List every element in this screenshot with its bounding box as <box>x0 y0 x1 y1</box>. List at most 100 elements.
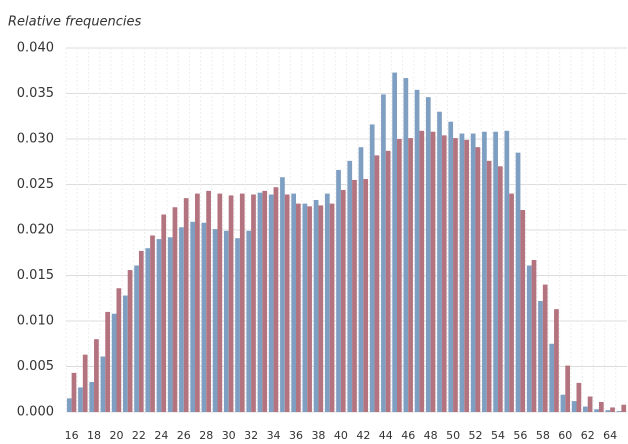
bar <box>430 131 436 412</box>
bar <box>246 230 252 412</box>
x-tick-label: 40 <box>334 429 348 442</box>
y-tick-label: 0.020 <box>17 223 54 238</box>
bar <box>138 250 144 412</box>
bar <box>369 124 375 412</box>
bar <box>385 150 391 412</box>
bar <box>257 192 263 412</box>
bar <box>167 237 173 412</box>
x-tick-label: 44 <box>379 429 393 442</box>
x-tick-label: 62 <box>581 429 595 442</box>
bar <box>594 409 599 412</box>
bar <box>280 177 285 412</box>
y-tick-label: 0.040 <box>17 41 54 56</box>
bar <box>324 193 330 412</box>
bar <box>273 187 279 412</box>
y-tick-label: 0.005 <box>17 359 54 374</box>
bar <box>127 270 133 412</box>
y-tick-label: 0.030 <box>17 132 54 147</box>
bar <box>313 199 319 412</box>
bar <box>531 260 537 412</box>
bar <box>459 133 465 413</box>
bar <box>509 193 514 412</box>
bar <box>134 265 139 412</box>
bar <box>610 407 615 412</box>
bar <box>565 365 571 412</box>
bar <box>195 193 200 412</box>
x-tick-label: 22 <box>132 429 146 442</box>
bar <box>190 221 196 412</box>
x-tick-label: 64 <box>603 429 617 442</box>
bar <box>228 195 234 412</box>
bar <box>100 356 106 412</box>
bar <box>172 207 178 412</box>
bar <box>414 89 420 413</box>
bar <box>145 248 151 412</box>
bar <box>116 288 122 412</box>
bar <box>583 406 588 412</box>
bar <box>554 309 559 412</box>
bar <box>161 214 167 412</box>
y-tick-label: 0.010 <box>17 314 54 329</box>
bar <box>497 166 503 412</box>
bar <box>486 160 492 412</box>
bar <box>179 227 184 412</box>
bar <box>352 179 357 412</box>
x-tick-label: 60 <box>558 429 572 442</box>
bar <box>268 194 274 412</box>
bar <box>605 410 611 412</box>
bar <box>437 111 442 412</box>
bar <box>425 97 431 412</box>
x-tick-label: 58 <box>536 429 550 442</box>
bar <box>464 139 470 412</box>
x-tick-label: 20 <box>109 429 123 442</box>
bar <box>201 222 207 412</box>
bar <box>66 398 72 412</box>
bar <box>235 238 240 412</box>
bar <box>576 382 582 412</box>
x-tick-label: 32 <box>244 429 258 442</box>
bar <box>347 160 353 412</box>
x-tick-label: 24 <box>154 429 168 442</box>
bar <box>78 387 83 412</box>
bar <box>251 194 256 412</box>
x-tick-label: 46 <box>401 429 415 442</box>
x-tick-label: 26 <box>177 429 191 442</box>
bar <box>526 265 532 412</box>
x-tick-label: 18 <box>87 429 101 442</box>
bar <box>183 198 189 412</box>
x-tick-label: 42 <box>356 429 370 442</box>
y-tick-label: 0.035 <box>17 86 54 101</box>
bar <box>284 194 290 412</box>
bar <box>318 205 324 412</box>
bar <box>453 138 458 412</box>
y-tick-label: 0.000 <box>17 405 54 420</box>
bar <box>403 78 409 412</box>
bar <box>111 313 117 412</box>
bar <box>482 131 487 412</box>
bar <box>262 190 268 412</box>
bar <box>504 130 510 412</box>
bar <box>493 131 498 412</box>
bar <box>448 121 454 413</box>
y-axis-label: Relative frequencies <box>8 15 142 30</box>
bar <box>105 311 110 412</box>
bar <box>302 203 308 412</box>
bar <box>441 135 447 413</box>
bar <box>475 147 481 412</box>
y-tick-label: 0.025 <box>17 177 54 192</box>
x-tick-label: 34 <box>267 429 281 442</box>
bar <box>381 94 386 412</box>
bar <box>329 203 335 412</box>
bar <box>206 190 211 412</box>
bar <box>549 343 555 412</box>
bar <box>470 133 476 413</box>
x-tick-label: 38 <box>311 429 325 442</box>
bar <box>82 354 88 412</box>
bar <box>291 193 297 412</box>
bar <box>340 189 346 412</box>
bar <box>571 401 577 412</box>
bar <box>621 404 627 412</box>
bar <box>307 206 312 412</box>
bar <box>150 235 155 412</box>
